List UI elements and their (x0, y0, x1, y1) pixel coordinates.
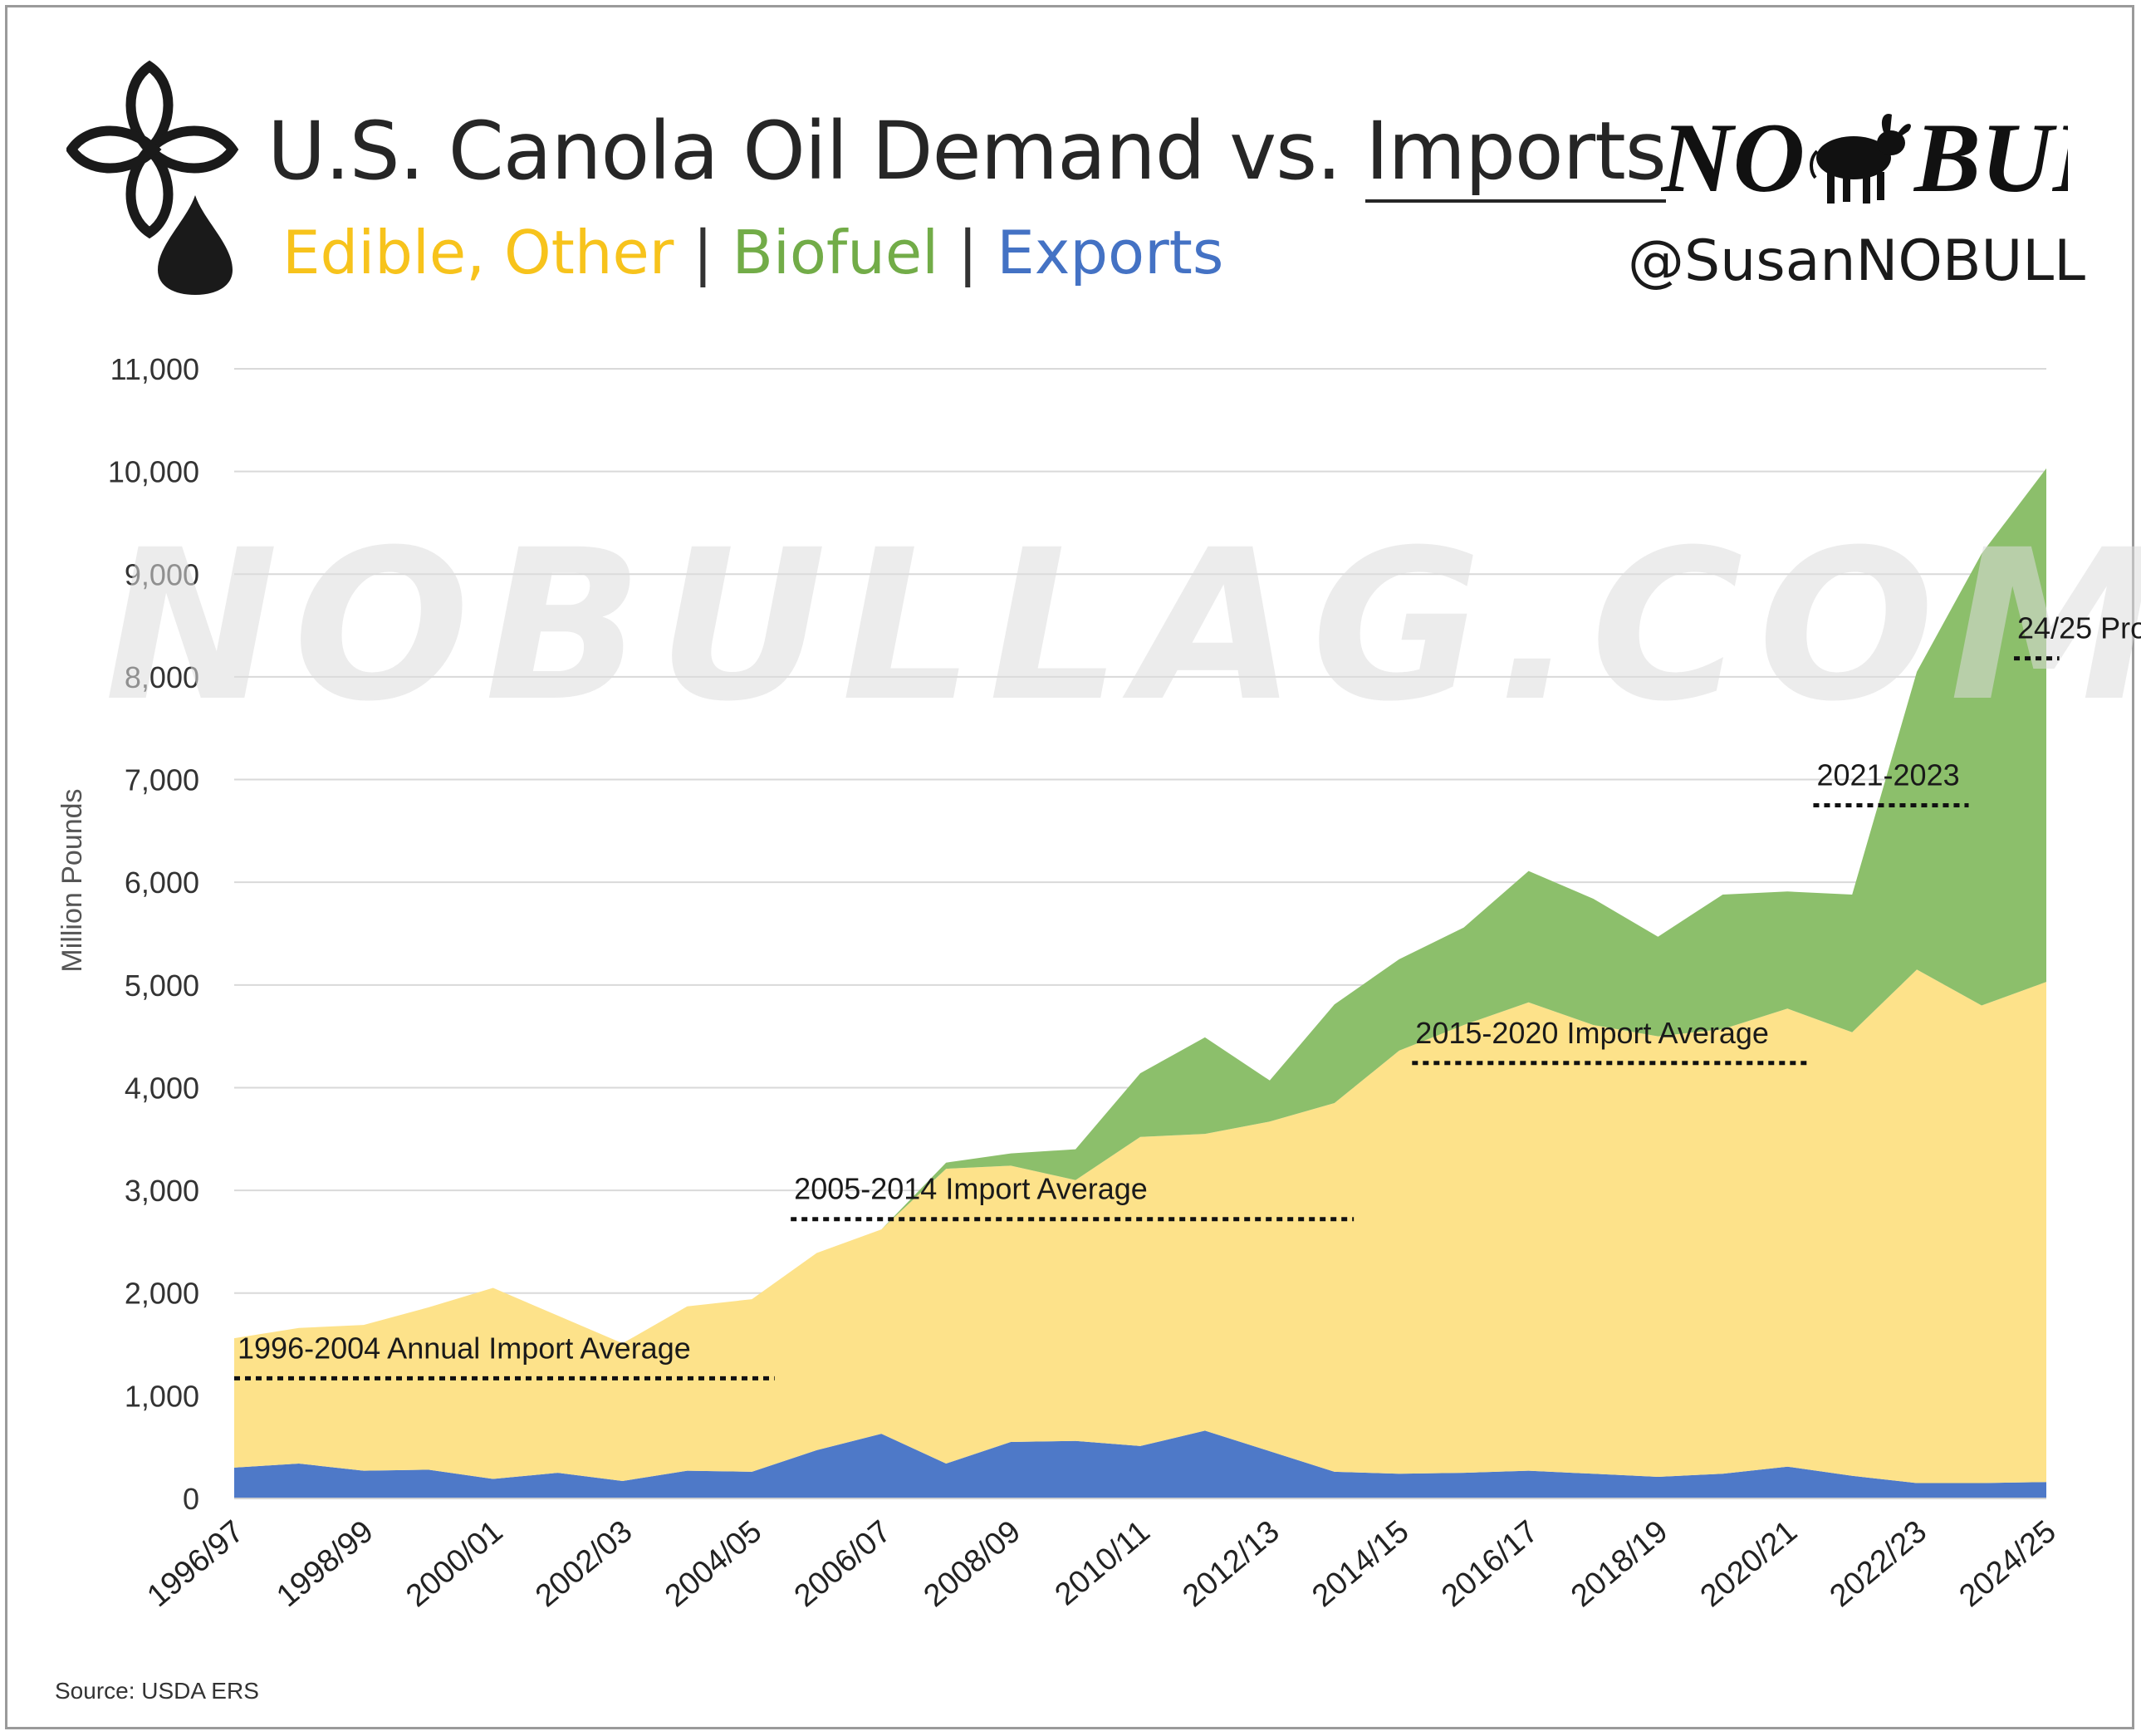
y-axis-label: Million Pounds (56, 788, 88, 972)
y-tick-label: 5,000 (125, 969, 199, 1003)
y-tick-label: 9,000 (125, 557, 199, 591)
x-tick-label: 2024/25 (1953, 1514, 2063, 1614)
watermark: NOBULLAG.COM (105, 505, 2141, 747)
twitter-handle: @SusanNOBULL (1628, 228, 2086, 294)
y-tick-label: 1,000 (125, 1379, 199, 1413)
x-tick-label: 2004/05 (659, 1514, 768, 1614)
bull-icon (1810, 113, 1911, 204)
title-main: U.S. Canola Oil Demand vs. (267, 105, 1366, 198)
subtitle-edible: Edible, Other (282, 218, 674, 287)
canola-drop-logo-icon (66, 60, 239, 295)
area-edible (234, 969, 2046, 1483)
subtitle-biofuel: Biofuel (732, 218, 939, 287)
chart-title: U.S. Canola Oil Demand vs. Imports (267, 105, 1667, 203)
y-tick-label: 8,000 (125, 660, 199, 694)
no-bull-logo: NO BULL (1661, 102, 2068, 213)
y-tick-label: 0 (183, 1482, 199, 1516)
y-tick-label: 2,000 (125, 1277, 199, 1311)
subtitle-separator: | (938, 218, 997, 287)
chart-subtitle: Edible, Other | Biofuel | Exports (282, 218, 1223, 287)
reference-line-label: 24/25 Proj. (2017, 611, 2141, 645)
x-tick-label: 2010/11 (1049, 1514, 1157, 1613)
chart-frame (5, 5, 2134, 1729)
y-tick-label: 7,000 (125, 763, 199, 797)
x-tick-label: 2014/15 (1306, 1514, 1415, 1614)
x-tick-label: 2022/23 (1824, 1514, 1933, 1614)
reference-line-label: 2021-2023 (1816, 758, 1959, 792)
source-note: Source: USDA ERS (55, 1678, 259, 1704)
x-tick-label: 2008/09 (918, 1514, 1027, 1614)
subtitle-exports: Exports (997, 218, 1224, 287)
x-tick-label: 2002/03 (529, 1514, 639, 1614)
x-tick-label: 2020/21 (1694, 1514, 1804, 1614)
x-tick-label: 1998/99 (270, 1514, 380, 1614)
area-exports (234, 1430, 2046, 1498)
x-tick-label: 1996/97 (141, 1514, 251, 1614)
brand-text-bull: BULL (1913, 102, 2068, 213)
reference-line-label: 2005-2014 Import Average (794, 1172, 1148, 1206)
x-tick-label: 2018/19 (1565, 1514, 1674, 1614)
y-tick-label: 11,000 (110, 352, 199, 386)
x-tick-label: 2016/17 (1435, 1514, 1545, 1614)
subtitle-separator: | (674, 218, 732, 287)
reference-line-label: 2015-2020 Import Average (1415, 1016, 1769, 1050)
y-tick-label: 10,000 (108, 455, 199, 489)
y-tick-label: 3,000 (125, 1174, 199, 1208)
y-tick-label: 4,000 (125, 1071, 199, 1105)
title-imports: Imports (1365, 105, 1667, 203)
x-tick-label: 2000/01 (399, 1514, 509, 1614)
reference-line-label: 1996-2004 Annual Import Average (238, 1331, 691, 1365)
brand-text-no: NO (1661, 102, 1805, 213)
x-tick-label: 2012/13 (1176, 1514, 1286, 1614)
x-tick-label: 2006/07 (788, 1514, 898, 1614)
y-tick-label: 6,000 (125, 866, 199, 900)
